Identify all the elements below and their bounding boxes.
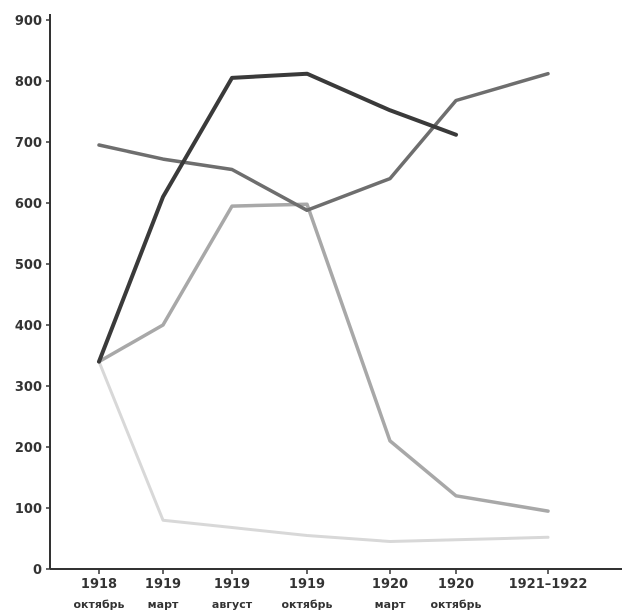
x-tick-month-label: август bbox=[212, 598, 253, 611]
x-tick-month-label: октябрь bbox=[74, 598, 125, 611]
series-line-4 bbox=[97, 360, 550, 543]
y-axis-ticks: 0 100 200 300 400 500 600 700 800 900 bbox=[15, 14, 50, 578]
x-tick-month-label: октябрь bbox=[431, 598, 482, 611]
y-tick-label: 100 bbox=[15, 502, 42, 517]
y-tick-label: 900 bbox=[15, 14, 42, 29]
x-tick-month-label: октябрь bbox=[282, 598, 333, 611]
y-tick-label: 600 bbox=[15, 197, 42, 212]
x-tick-month-label: март bbox=[375, 598, 406, 611]
y-tick-label: 300 bbox=[15, 380, 42, 395]
y-tick-label: 800 bbox=[15, 75, 42, 90]
x-tick-month-label: март bbox=[148, 598, 179, 611]
series-line-3 bbox=[97, 202, 550, 513]
x-axis-ticks: 1918 октябрь 1919 март 1919 август 1919 октябрь… bbox=[74, 569, 588, 611]
x-tick-year-label: 1919 bbox=[214, 577, 250, 592]
y-tick-label: 0 bbox=[33, 563, 42, 578]
y-tick-label: 200 bbox=[15, 441, 42, 456]
series-lines bbox=[97, 71, 550, 543]
x-tick-year-label: 1920 bbox=[372, 577, 408, 592]
x-tick-year-label: 1918 bbox=[81, 577, 117, 592]
x-tick-year-label: 1919 bbox=[289, 577, 325, 592]
chart-axes bbox=[49, 14, 622, 570]
series-line-1 bbox=[97, 71, 458, 364]
y-tick-label: 700 bbox=[15, 136, 42, 151]
y-tick-label: 400 bbox=[15, 319, 42, 334]
x-tick-year-label: 1919 bbox=[145, 577, 181, 592]
y-tick-label: 500 bbox=[15, 258, 42, 273]
x-tick-year-label: 1921–1922 bbox=[509, 577, 588, 592]
series-line-2 bbox=[97, 71, 550, 213]
x-tick-year-label: 1920 bbox=[438, 577, 474, 592]
